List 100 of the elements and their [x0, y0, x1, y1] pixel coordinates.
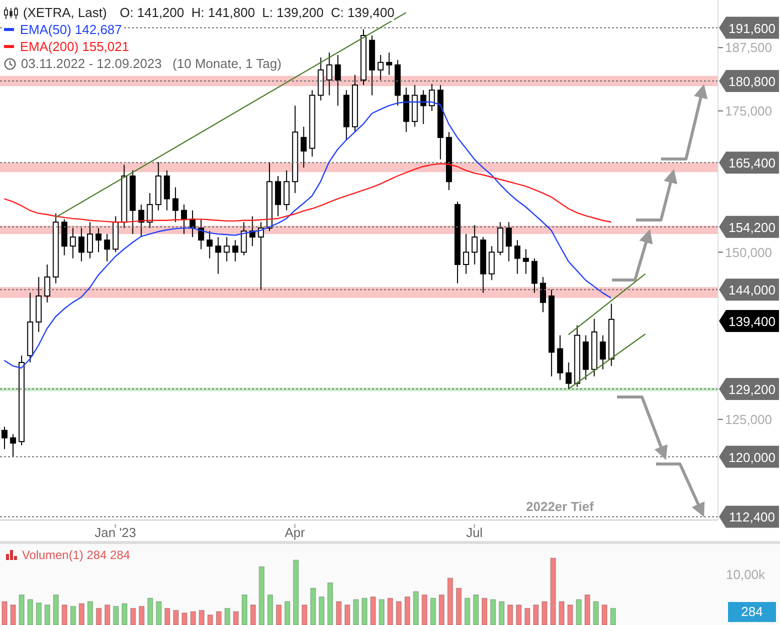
bar [387, 598, 394, 625]
bar [173, 610, 179, 625]
bar [62, 604, 68, 625]
candlestick [86, 222, 93, 259]
candlestick [61, 218, 68, 256]
bar [233, 611, 239, 625]
candlestick [224, 236, 230, 262]
chart-title: (XETRA, Last) [23, 4, 107, 21]
bar [378, 599, 384, 625]
candlestick [540, 276, 546, 313]
bar [464, 598, 470, 625]
bar [147, 598, 154, 625]
chart-title: Volumen(1) 284 284 [22, 548, 130, 562]
candlestick [164, 170, 170, 211]
bar [473, 594, 479, 625]
bar [302, 604, 308, 625]
ref-line-label: 120,000 [728, 450, 776, 465]
bar [413, 591, 419, 625]
candlestick [284, 170, 290, 211]
candlestick [104, 234, 110, 262]
bar [44, 604, 50, 625]
bar [190, 611, 196, 625]
bar [113, 606, 119, 625]
candlestick [215, 236, 222, 274]
x-tick-label: Jul [466, 525, 483, 540]
bar [104, 604, 110, 625]
bar [524, 608, 530, 625]
bar [516, 604, 522, 625]
candlestick [138, 204, 144, 238]
bar [216, 611, 222, 625]
bar [498, 601, 504, 625]
annotation: 03.11.2022 - 12.09.2023 (10 Monate, 1 Tag) [21, 55, 282, 72]
bar [293, 560, 299, 625]
candlestick [386, 52, 392, 76]
candlestick [600, 334, 606, 370]
y-tick-label: 125,000 [725, 412, 772, 427]
bar [318, 596, 324, 625]
bar [482, 598, 488, 625]
candlestick [240, 222, 247, 256]
bar [284, 601, 290, 625]
bar [2, 601, 8, 625]
annotation: 2022er Tief [526, 499, 594, 514]
ref-line-label: 165,400 [728, 156, 776, 171]
bar [164, 608, 170, 625]
bar [138, 606, 144, 625]
bar [276, 604, 282, 625]
bar [156, 601, 162, 625]
bar [310, 588, 316, 625]
bar [490, 599, 496, 625]
ref-line-label: 180,800 [728, 74, 776, 89]
candlestick [300, 126, 307, 168]
chart-subtitle: O: 141,200 H: 141,800 L: 139,200 C: 139,400 [120, 4, 394, 21]
candlestick [506, 222, 512, 262]
bar [602, 604, 608, 625]
bar [130, 608, 136, 625]
bar [182, 612, 188, 625]
bar [258, 566, 264, 625]
candlestick [488, 246, 495, 281]
candlestick [472, 224, 478, 265]
candlestick [326, 52, 332, 96]
candlestick [44, 264, 50, 303]
x-tick-label: Apr [284, 525, 306, 540]
bar [27, 599, 34, 625]
ref-line-label: 191,600 [728, 20, 776, 36]
ref-line-label: 154,200 [728, 220, 776, 235]
candlestick [531, 258, 538, 294]
bar [542, 601, 548, 625]
candlestick [70, 228, 76, 259]
bar [327, 582, 334, 625]
bar [593, 601, 599, 625]
candlestick [334, 54, 341, 106]
candlestick [198, 218, 204, 250]
legend-label: EMA(50) 142,687 [20, 21, 122, 38]
bar [396, 601, 402, 625]
text: 139,400 [728, 314, 776, 329]
ref-line-label: 129,200 [728, 382, 776, 398]
candlestick [463, 234, 470, 274]
bar [404, 596, 410, 625]
bar [558, 601, 564, 625]
bar [507, 604, 514, 625]
bar [96, 608, 102, 625]
bar [447, 578, 454, 625]
bar [576, 599, 582, 625]
bar [78, 603, 84, 625]
bar [10, 604, 16, 625]
x-tick-label: Jan '23 [94, 525, 136, 540]
bar [207, 614, 214, 625]
legend-label: EMA(200) 155,021 [20, 38, 130, 55]
candlestick [96, 228, 102, 253]
candlestick [206, 230, 213, 259]
candlestick [78, 228, 84, 262]
bar [584, 594, 590, 625]
bar [353, 599, 359, 625]
bar [344, 604, 350, 625]
candlestick [514, 240, 520, 274]
candlestick [275, 176, 282, 217]
candlestick [428, 84, 435, 112]
bar [198, 610, 204, 625]
text: 10,00k [726, 567, 766, 582]
candlestick [2, 426, 8, 450]
